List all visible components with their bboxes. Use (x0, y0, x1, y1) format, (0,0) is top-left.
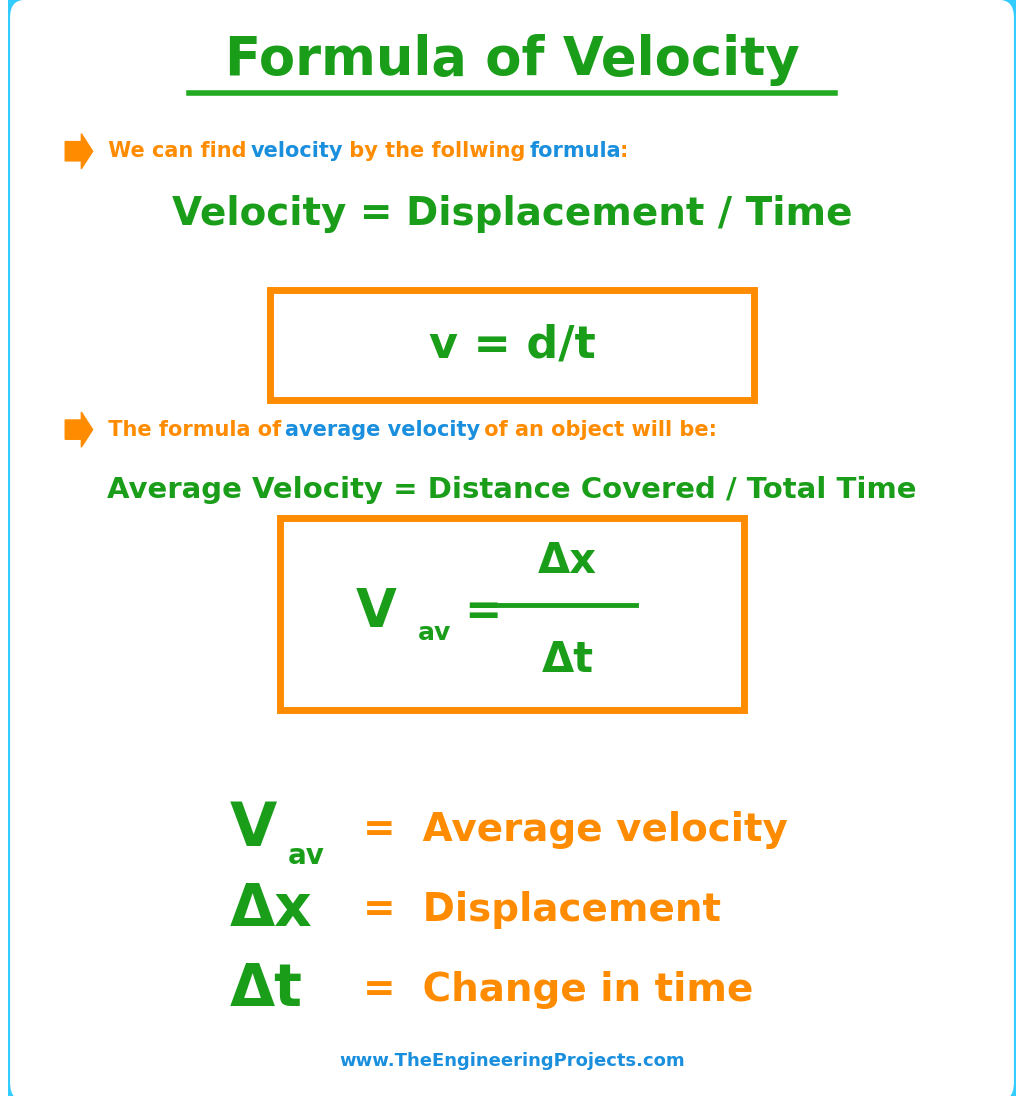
Text: =  Displacement: = Displacement (336, 891, 721, 928)
Text: V: V (355, 585, 396, 638)
Text: av: av (288, 842, 325, 870)
Text: Velocity = Displacement / Time: Velocity = Displacement / Time (172, 195, 852, 232)
Text: v = d/t: v = d/t (429, 323, 595, 367)
Text: :: : (620, 141, 629, 161)
Text: We can find: We can find (100, 141, 254, 161)
Text: =  Average velocity: = Average velocity (336, 811, 787, 848)
Text: Δx: Δx (538, 540, 597, 582)
Text: Δt: Δt (229, 961, 303, 1018)
Text: velocity: velocity (251, 141, 344, 161)
FancyBboxPatch shape (281, 517, 743, 710)
Polygon shape (66, 134, 92, 169)
FancyBboxPatch shape (270, 290, 754, 400)
Text: formula: formula (529, 141, 622, 161)
Text: =  Change in time: = Change in time (336, 971, 753, 1008)
Text: of an object will be:: of an object will be: (477, 420, 718, 439)
Text: Average Velocity = Distance Covered / Total Time: Average Velocity = Distance Covered / To… (108, 476, 916, 504)
Text: V: V (229, 800, 276, 859)
Text: The formula of: The formula of (100, 420, 288, 439)
Text: Δx: Δx (229, 881, 312, 938)
FancyBboxPatch shape (6, 0, 1018, 1096)
Text: =: = (465, 590, 502, 633)
Text: www.TheEngineeringProjects.com: www.TheEngineeringProjects.com (339, 1052, 685, 1070)
Polygon shape (66, 412, 92, 447)
Text: Formula of Velocity: Formula of Velocity (224, 34, 800, 87)
Text: av: av (418, 621, 452, 646)
Text: average velocity: average velocity (286, 420, 480, 439)
Text: Δt: Δt (542, 639, 594, 681)
Text: by the follwing: by the follwing (342, 141, 532, 161)
